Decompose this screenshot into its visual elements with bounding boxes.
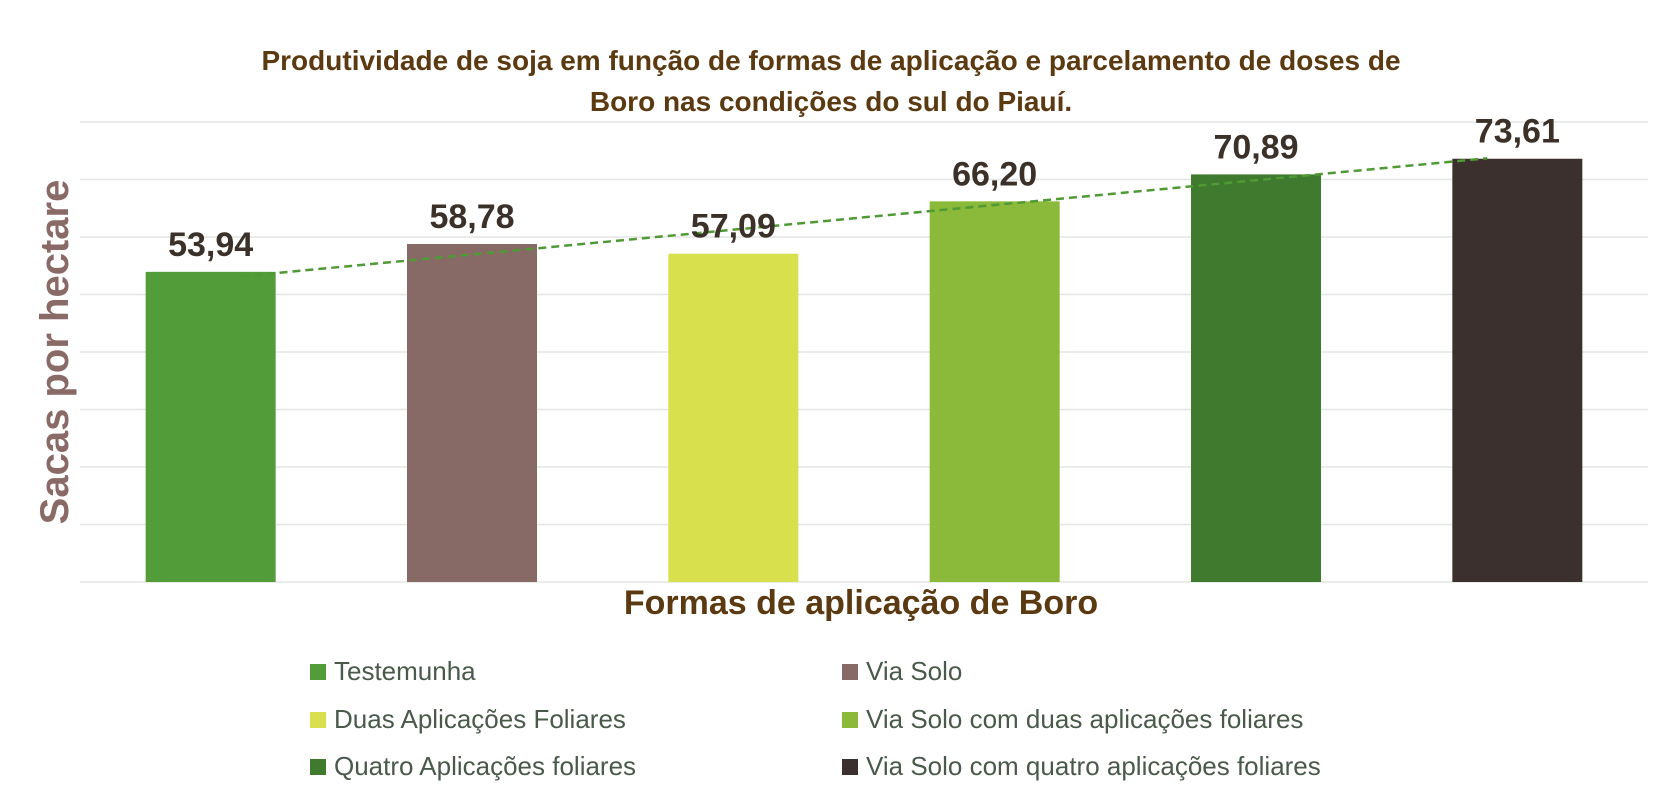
bar bbox=[145, 271, 276, 582]
data-label: 70,89 bbox=[1213, 128, 1298, 166]
trendline bbox=[240, 157, 1488, 278]
chart-title-line-1: Produtividade de soja em função de forma… bbox=[261, 45, 1400, 76]
legend-label: Via Solo bbox=[866, 656, 962, 686]
y-axis-title: Sacas por hectare bbox=[33, 180, 77, 525]
bar bbox=[668, 253, 799, 583]
legend-swatch bbox=[842, 712, 858, 728]
bar bbox=[407, 244, 537, 582]
legend-swatch bbox=[842, 664, 858, 680]
legend-label: Via Solo com duas aplicações foliares bbox=[866, 704, 1303, 734]
data-label: 73,61 bbox=[1475, 113, 1560, 151]
legend-swatch bbox=[310, 712, 326, 728]
legend-label: Testemunha bbox=[334, 656, 476, 686]
data-label: 57,09 bbox=[691, 208, 776, 246]
gridlines bbox=[80, 121, 1648, 583]
legend-swatch bbox=[310, 664, 326, 680]
legend: Testemunha Via Solo Duas Aplicações Foliar… bbox=[310, 656, 1321, 781]
x-axis-title: Formas de aplicação de Boro bbox=[624, 584, 1098, 622]
data-label: 58,78 bbox=[429, 198, 514, 236]
legend-swatch bbox=[842, 759, 858, 775]
bar bbox=[929, 201, 1060, 582]
data-label: 66,20 bbox=[952, 155, 1037, 193]
chart-title-line-2: Boro nas condições do sul do Piauí. bbox=[590, 86, 1072, 117]
legend-swatch bbox=[310, 759, 326, 775]
bars bbox=[145, 158, 1583, 583]
legend-label: Quatro Aplicações foliares bbox=[334, 751, 636, 781]
bar bbox=[1191, 174, 1321, 582]
data-labels: 53,94 58,78 57,09 66,20 70,89 73,61 bbox=[168, 113, 1560, 264]
trendline-layer bbox=[240, 157, 1488, 278]
legend-label: Via Solo com quatro aplicações foliares bbox=[866, 751, 1321, 781]
legend-label: Duas Aplicações Foliares bbox=[334, 704, 626, 734]
data-label: 53,94 bbox=[168, 226, 253, 264]
bar bbox=[1452, 158, 1583, 582]
